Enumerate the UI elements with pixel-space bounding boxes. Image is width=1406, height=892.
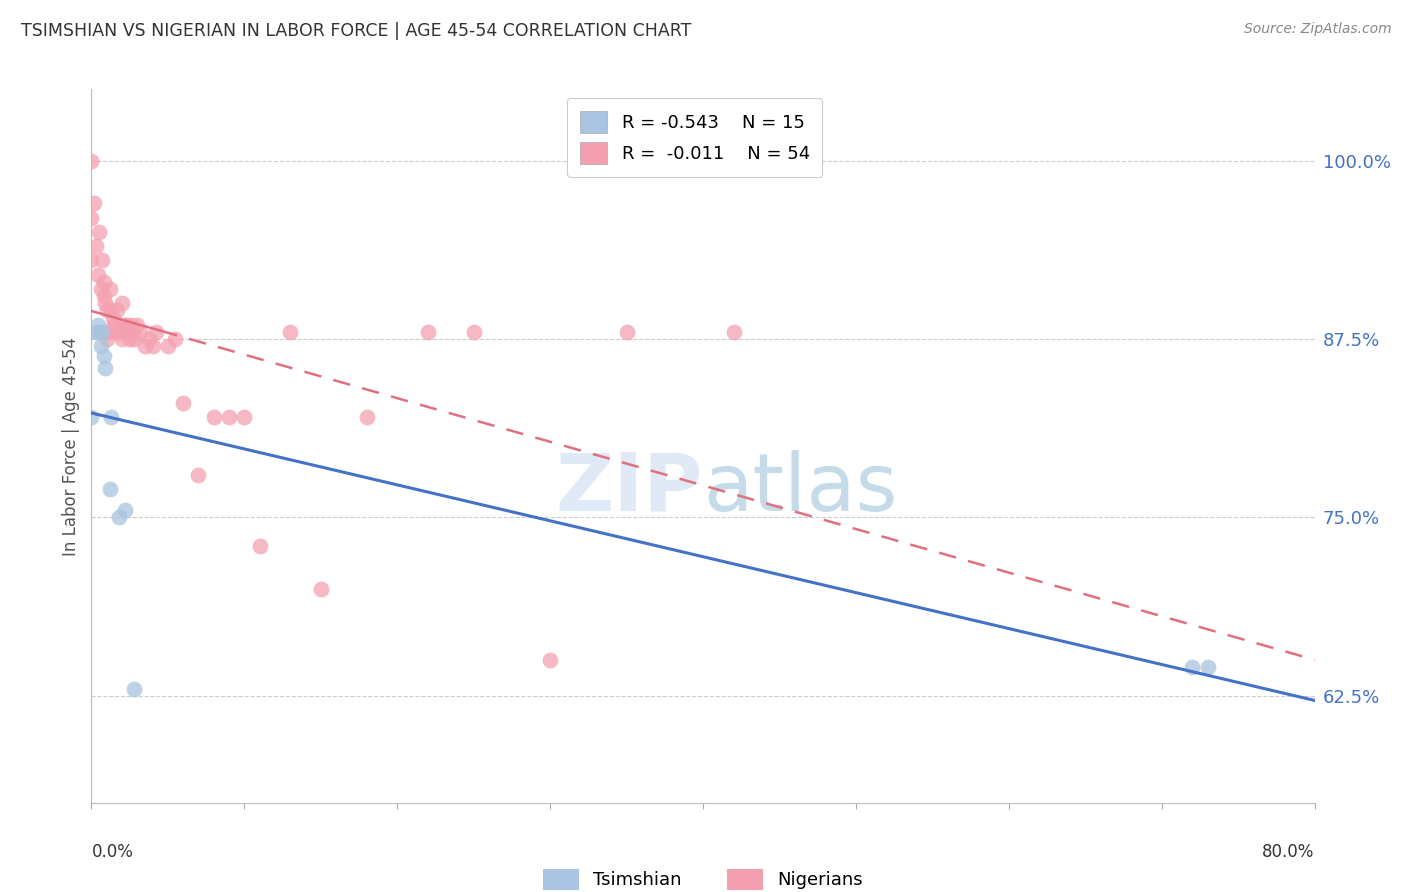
Point xyxy=(122,332,145,346)
Point xyxy=(156,339,179,353)
Point xyxy=(93,275,115,289)
Point xyxy=(1181,660,1204,674)
Point xyxy=(91,325,114,339)
Point xyxy=(108,318,131,332)
Point xyxy=(80,211,103,225)
Point xyxy=(80,153,103,168)
Point xyxy=(249,539,271,553)
Point xyxy=(87,325,110,339)
Text: Source: ZipAtlas.com: Source: ZipAtlas.com xyxy=(1244,22,1392,37)
Point xyxy=(98,482,121,496)
Point xyxy=(115,318,138,332)
Point xyxy=(172,396,194,410)
Point xyxy=(134,339,156,353)
Point xyxy=(416,325,439,339)
Point xyxy=(87,225,110,239)
Point xyxy=(117,325,139,339)
Point xyxy=(121,325,143,339)
Point xyxy=(538,653,561,667)
Point xyxy=(114,318,136,332)
Point xyxy=(80,253,103,268)
Point xyxy=(127,318,149,332)
Point xyxy=(96,332,118,346)
Point xyxy=(233,410,256,425)
Point xyxy=(98,282,121,296)
Point xyxy=(100,410,122,425)
Point xyxy=(114,503,136,517)
Point xyxy=(218,410,240,425)
Point xyxy=(104,325,127,339)
Point xyxy=(165,332,187,346)
Text: 80.0%: 80.0% xyxy=(1263,843,1315,861)
Point xyxy=(145,325,167,339)
Point xyxy=(91,253,114,268)
Point xyxy=(278,325,301,339)
Point xyxy=(120,318,142,332)
Text: atlas: atlas xyxy=(703,450,897,528)
Text: TSIMSHIAN VS NIGERIAN IN LABOR FORCE | AGE 45-54 CORRELATION CHART: TSIMSHIAN VS NIGERIAN IN LABOR FORCE | A… xyxy=(21,22,692,40)
Point xyxy=(118,332,141,346)
Point xyxy=(84,325,107,339)
Point xyxy=(616,325,638,339)
Point xyxy=(129,325,152,339)
Point xyxy=(463,325,485,339)
Text: ZIP: ZIP xyxy=(555,450,703,528)
Point xyxy=(86,318,108,332)
Point xyxy=(202,410,225,425)
Point xyxy=(111,332,134,346)
Point xyxy=(138,332,160,346)
Point xyxy=(84,239,107,253)
Y-axis label: In Labor Force | Age 45-54: In Labor Force | Age 45-54 xyxy=(62,336,80,556)
Point xyxy=(90,339,112,353)
Text: 0.0%: 0.0% xyxy=(91,843,134,861)
Legend: Tsimshian, Nigerians: Tsimshian, Nigerians xyxy=(536,862,870,892)
Point xyxy=(93,289,115,303)
Point xyxy=(96,325,118,339)
Point xyxy=(105,303,128,318)
Point xyxy=(90,282,112,296)
Point xyxy=(100,303,122,318)
Point xyxy=(86,268,108,282)
Point xyxy=(309,582,332,596)
Point xyxy=(187,467,209,482)
Point xyxy=(723,325,745,339)
Point xyxy=(83,196,105,211)
Point xyxy=(110,325,132,339)
Point xyxy=(101,310,124,325)
Point xyxy=(1197,660,1219,674)
Point xyxy=(103,318,125,332)
Point xyxy=(141,339,163,353)
Point xyxy=(356,410,378,425)
Point xyxy=(111,296,134,310)
Point xyxy=(80,410,103,425)
Point xyxy=(96,303,118,318)
Point xyxy=(94,360,117,375)
Point xyxy=(108,510,131,524)
Point xyxy=(94,296,117,310)
Point xyxy=(93,349,115,363)
Point xyxy=(122,681,145,696)
